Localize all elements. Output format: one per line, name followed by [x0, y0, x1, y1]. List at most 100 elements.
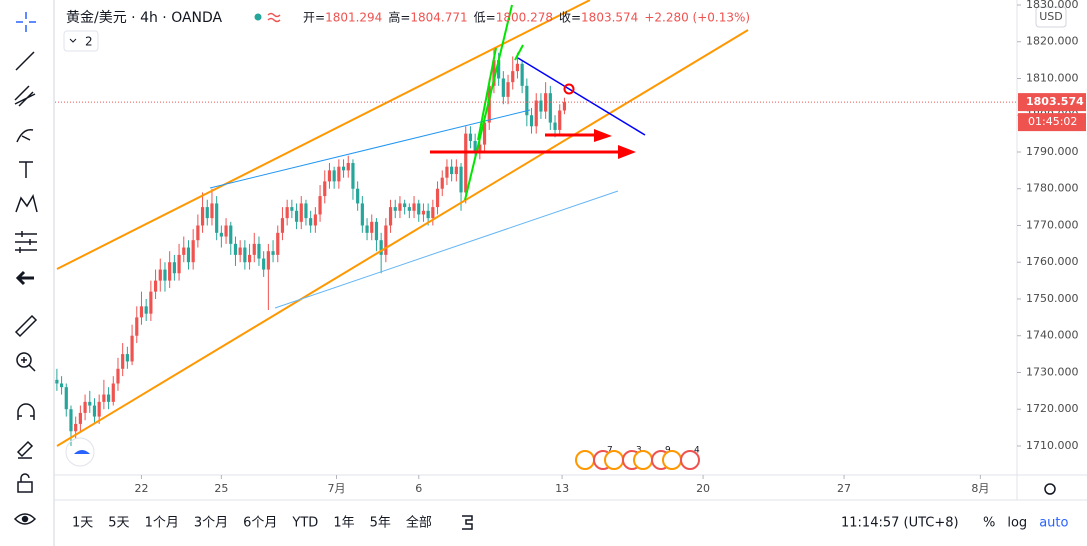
trend-line — [274, 190, 619, 309]
event-icon[interactable] — [604, 450, 624, 470]
candle-body — [539, 100, 543, 112]
scale-button[interactable]: % — [983, 516, 995, 531]
range-button[interactable]: 1天 — [72, 516, 93, 531]
candle-body — [247, 254, 252, 263]
candle-body — [553, 122, 557, 130]
prediction-tool[interactable] — [15, 231, 37, 253]
event-icon[interactable] — [662, 450, 682, 470]
event-count: 4 — [694, 446, 700, 456]
candle-body — [534, 100, 538, 127]
range-button[interactable]: 1年 — [333, 516, 354, 531]
candle-body — [318, 196, 322, 215]
x-tick-label: 27 — [837, 482, 851, 495]
candle-body — [186, 247, 191, 263]
candle-body — [243, 247, 247, 263]
candle-body — [332, 170, 336, 182]
range-button[interactable]: 6个月 — [243, 516, 277, 531]
event-icon[interactable] — [575, 450, 595, 470]
candle-body — [285, 207, 289, 219]
channel-lower — [56, 29, 749, 447]
candle-body — [548, 93, 552, 123]
x-tick-label: 7月 — [328, 482, 346, 495]
replay-icon[interactable] — [462, 515, 473, 530]
candle-body — [78, 412, 82, 424]
candle-body — [388, 207, 393, 226]
candle-body — [83, 401, 87, 413]
bottom-bar: 1天 5天 1个月 3个月 6个月 YTD 1年 5年 全部 11:14:57 (UTC+8)% l… — [72, 515, 1068, 531]
lock-tool[interactable] — [17, 473, 33, 493]
range-button[interactable]: 3个月 — [194, 516, 228, 531]
candle-body — [55, 379, 59, 384]
magnet-tool[interactable] — [17, 403, 35, 420]
candle-body — [205, 207, 209, 219]
candle-body — [229, 225, 233, 244]
logo — [74, 450, 90, 454]
candle-body — [182, 247, 186, 255]
candle-body — [266, 251, 270, 270]
logo-ring — [65, 437, 95, 467]
candle-body — [412, 203, 416, 211]
ohlc-value: 1803.574 — [581, 11, 638, 25]
candle-body — [233, 243, 238, 255]
zoom-tool[interactable] — [16, 352, 32, 368]
candle-body — [398, 203, 402, 211]
settings-icon[interactable] — [1044, 483, 1056, 495]
candle-body — [346, 163, 350, 171]
candle-body — [313, 214, 317, 226]
fib-tool[interactable] — [14, 85, 36, 107]
brush-tool[interactable] — [16, 129, 34, 143]
candle-body — [299, 203, 303, 222]
measure-tool[interactable] — [14, 314, 38, 338]
candle-body — [459, 166, 463, 193]
y-tick-label: 1790.000 — [1026, 145, 1079, 158]
candle-body — [196, 225, 200, 241]
pattern-tool[interactable] — [15, 194, 38, 213]
candle-body — [473, 140, 477, 152]
event-icon[interactable] — [633, 450, 653, 470]
candle-body — [525, 85, 529, 116]
candle-body — [417, 203, 421, 215]
scale-button[interactable]: auto — [1039, 516, 1068, 531]
ohlc: 开= 1801.294 高= 1804.771 低= 1800.278 收= 1803.574… — [303, 10, 750, 25]
range-button[interactable]: 5年 — [370, 516, 391, 531]
event-icon[interactable] — [680, 450, 700, 470]
green-line — [514, 44, 524, 61]
range-button[interactable]: 5天 — [108, 516, 129, 531]
candle-body — [219, 232, 223, 237]
candle-body — [351, 163, 355, 189]
candle-body — [464, 133, 468, 193]
x-tick-label: 13 — [555, 482, 569, 495]
candle-body — [88, 401, 92, 406]
candle-body — [421, 210, 426, 215]
visibility-tool[interactable] — [13, 513, 37, 525]
crosshair-tool[interactable] — [16, 12, 36, 32]
currency-box[interactable] — [1035, 6, 1067, 28]
ohlc-value: 1804.771 — [410, 11, 467, 25]
line-tool[interactable] — [15, 51, 35, 71]
x-tick-label: 6 — [415, 482, 422, 495]
indicators-toggle[interactable] — [63, 30, 99, 52]
chevron — [69, 38, 77, 43]
candle-body — [121, 354, 125, 369]
ohlc-label: 收= — [559, 11, 581, 25]
down-trend-line — [517, 57, 646, 136]
y-tick-label: 1740.000 — [1026, 329, 1079, 342]
candle-body — [139, 306, 144, 318]
candle-body — [431, 207, 435, 219]
candle-body — [92, 405, 97, 417]
candle-body — [384, 225, 388, 255]
scale-button[interactable]: log — [1007, 516, 1027, 531]
candle-body — [544, 93, 548, 112]
plot — [55, 49, 567, 446]
range-button[interactable]: 1个月 — [145, 516, 179, 531]
candle-body — [276, 232, 280, 255]
back-tool[interactable] — [15, 270, 34, 286]
candle-body — [200, 207, 205, 226]
range-button[interactable]: 全部 — [406, 515, 432, 531]
text-tool[interactable] — [19, 161, 33, 178]
range-button[interactable]: YTD — [291, 516, 318, 531]
candle-body — [69, 409, 73, 432]
draw-mode-tool[interactable] — [16, 440, 34, 459]
event-count: 3 — [636, 446, 642, 456]
candle-body — [440, 177, 444, 189]
